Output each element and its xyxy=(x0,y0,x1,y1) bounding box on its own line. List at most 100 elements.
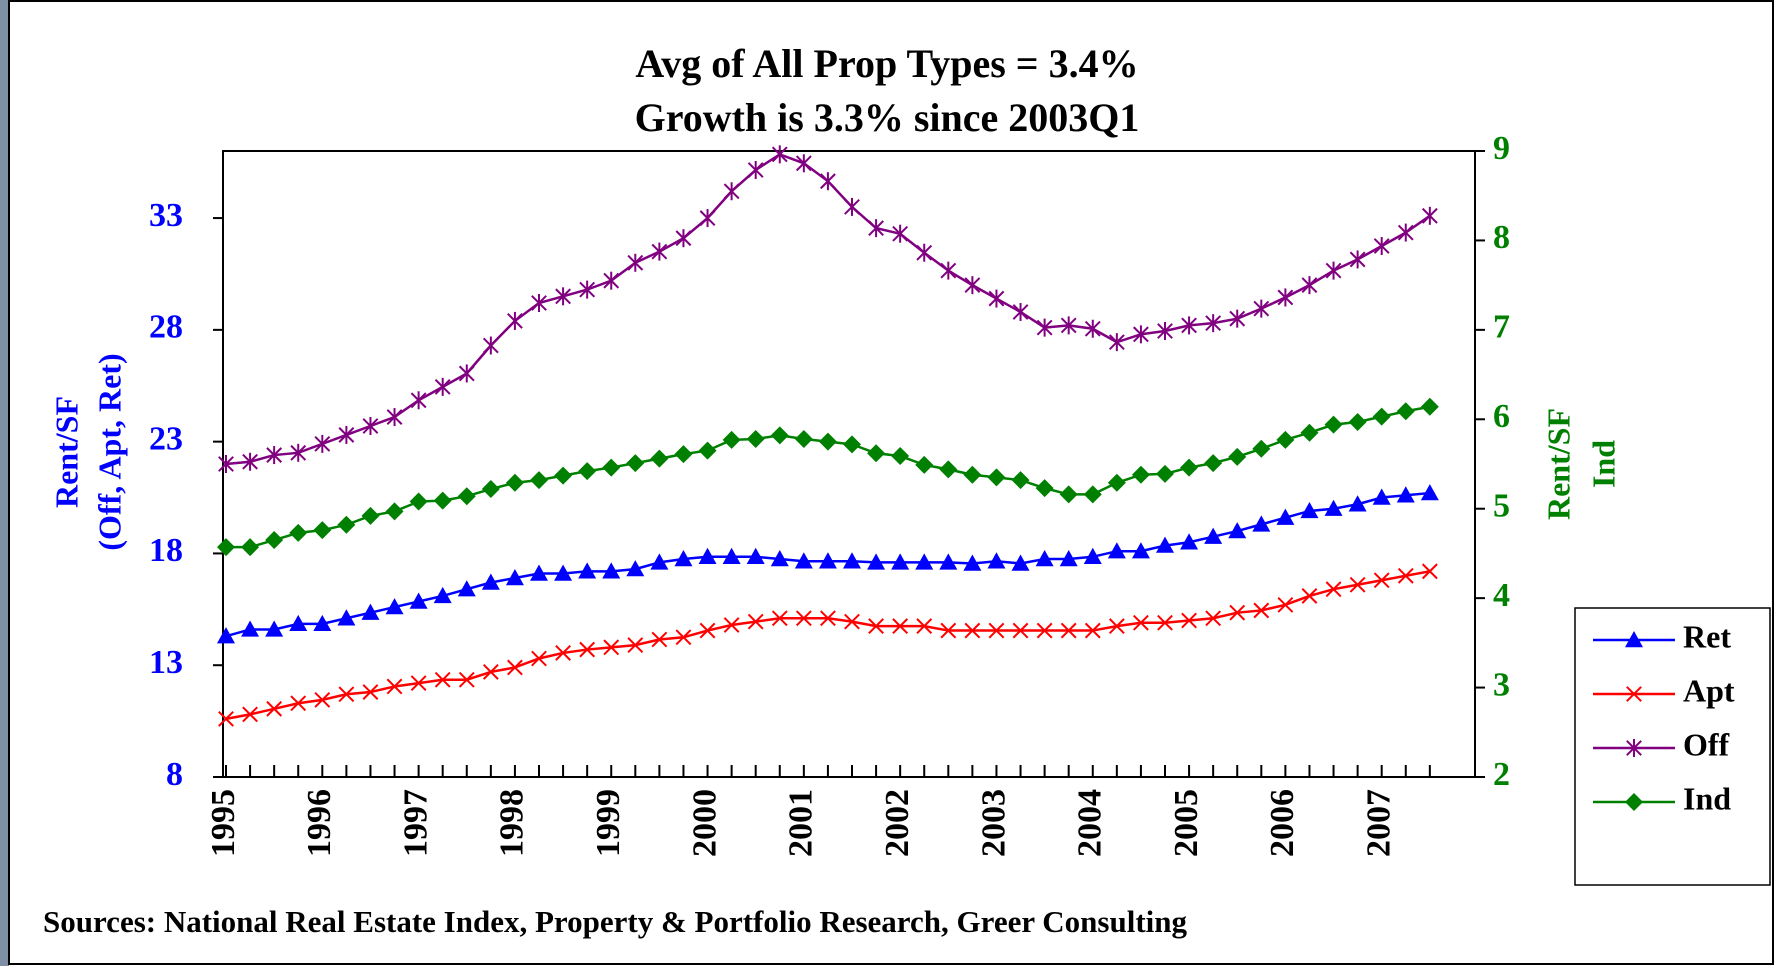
side-bar xyxy=(0,0,9,966)
marker xyxy=(1228,522,1247,539)
marker xyxy=(987,468,1006,487)
marker xyxy=(1157,321,1173,340)
y2-tick-label: 2 xyxy=(1493,756,1510,793)
marker xyxy=(675,229,692,248)
legend-label: Apt xyxy=(1683,672,1735,708)
marker xyxy=(818,432,837,451)
marker xyxy=(891,446,910,465)
marker xyxy=(1348,412,1367,431)
marker xyxy=(723,182,740,201)
plot-area xyxy=(222,150,1476,778)
marker xyxy=(1349,250,1366,269)
marker xyxy=(723,617,740,633)
marker xyxy=(988,289,1005,308)
marker xyxy=(1372,488,1391,505)
marker xyxy=(1420,397,1439,416)
marker xyxy=(675,629,692,646)
chart-subtitle: Growth is 3.3% since 2003Q1 xyxy=(635,95,1140,140)
marker xyxy=(1420,484,1439,501)
marker xyxy=(602,458,621,477)
marker xyxy=(385,598,404,615)
marker xyxy=(1421,563,1438,580)
marker xyxy=(1204,527,1223,544)
marker xyxy=(1157,614,1173,631)
marker xyxy=(915,455,934,474)
x-tick-label: 2007 xyxy=(1360,789,1397,857)
marker xyxy=(674,550,693,567)
marker xyxy=(892,224,909,243)
marker xyxy=(1035,550,1054,567)
marker xyxy=(771,145,788,164)
x-tick-label: 2004 xyxy=(1072,789,1109,857)
marker xyxy=(1300,501,1319,519)
marker xyxy=(1108,333,1125,352)
marker xyxy=(674,445,693,464)
marker xyxy=(1083,547,1102,564)
marker xyxy=(1083,485,1102,504)
marker xyxy=(1036,318,1053,337)
marker xyxy=(916,243,933,262)
marker xyxy=(218,710,234,727)
marker xyxy=(1108,618,1125,634)
marker xyxy=(1035,479,1054,498)
marker xyxy=(505,473,524,492)
marker xyxy=(218,455,234,473)
marker xyxy=(722,430,741,449)
marker xyxy=(409,592,428,609)
marker xyxy=(1012,622,1029,639)
x-tick-label: 1998 xyxy=(494,789,531,857)
marker xyxy=(698,547,717,564)
marker xyxy=(1372,407,1391,426)
marker xyxy=(650,449,669,468)
marker xyxy=(987,552,1006,569)
x-tick-label: 2005 xyxy=(1168,789,1205,857)
marker xyxy=(1276,430,1295,449)
marker xyxy=(1084,319,1101,338)
x-tick-label: 1996 xyxy=(301,789,338,857)
y2-tick-label: 9 xyxy=(1493,130,1510,167)
marker xyxy=(313,521,332,540)
marker xyxy=(626,560,645,577)
marker xyxy=(651,631,668,648)
marker xyxy=(868,618,884,634)
marker xyxy=(338,686,355,703)
marker xyxy=(939,553,958,570)
marker xyxy=(457,580,476,597)
marker xyxy=(699,622,716,639)
marker xyxy=(530,564,548,581)
marker xyxy=(1060,622,1077,639)
marker xyxy=(531,650,547,667)
marker xyxy=(290,443,307,462)
marker xyxy=(940,622,957,639)
marker xyxy=(843,435,861,454)
marker xyxy=(361,603,380,620)
x-tick-label: 2003 xyxy=(975,789,1012,857)
marker xyxy=(507,659,523,676)
marker xyxy=(722,547,741,564)
marker xyxy=(1253,299,1270,318)
marker xyxy=(1626,739,1642,757)
marker xyxy=(1348,495,1367,512)
y2-axis-label: Ind xyxy=(1585,440,1621,488)
marker xyxy=(555,287,571,306)
marker xyxy=(770,550,789,567)
marker xyxy=(627,637,644,653)
marker xyxy=(1131,465,1150,484)
marker xyxy=(578,562,597,579)
legend-marker xyxy=(1626,739,1642,757)
marker xyxy=(458,671,475,688)
marker xyxy=(314,691,331,708)
marker xyxy=(1228,447,1247,466)
marker xyxy=(1626,686,1642,702)
marker xyxy=(481,573,500,590)
marker xyxy=(820,610,836,627)
x-tick-label: 1997 xyxy=(397,789,434,857)
marker xyxy=(650,553,669,570)
marker xyxy=(1325,581,1342,598)
marker xyxy=(555,645,571,661)
marker xyxy=(963,465,982,484)
y-tick-label: 13 xyxy=(149,644,183,681)
marker xyxy=(795,610,812,627)
marker xyxy=(1181,612,1197,629)
